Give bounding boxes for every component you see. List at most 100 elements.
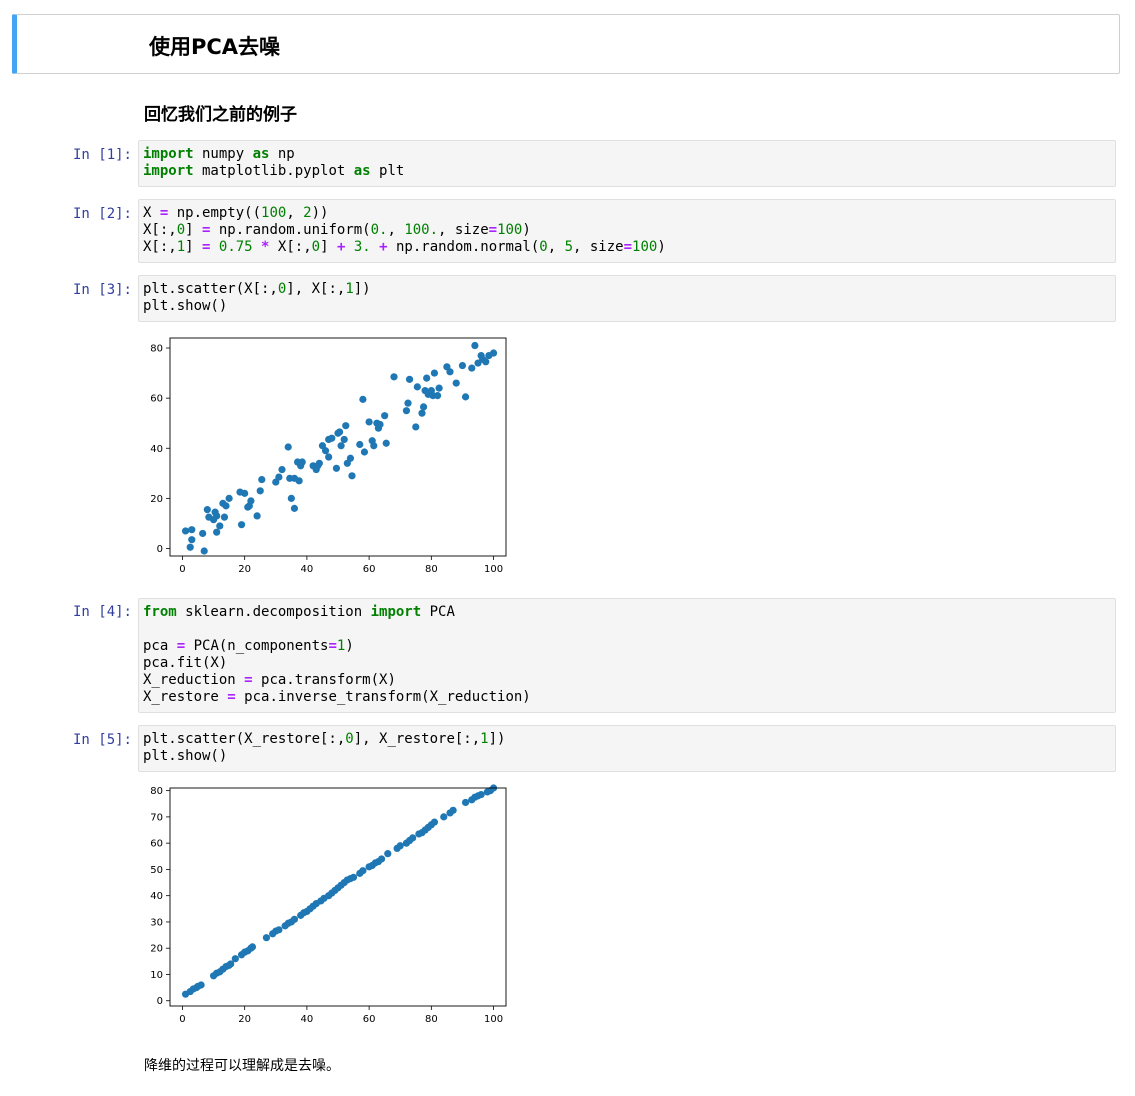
code-line: X_restore = pca.inverse_transform(X_redu…: [143, 689, 531, 705]
scatter-point: [461, 798, 470, 807]
scatter-point: [335, 428, 344, 436]
scatter-point: [245, 502, 253, 510]
scatter-point: [433, 392, 442, 400]
scatter-point: [458, 361, 467, 370]
x-tick-label: 100: [484, 564, 503, 575]
scatter-point: [419, 403, 428, 411]
scatter-point: [213, 528, 221, 536]
cell-3-prompt: In [3]:: [72, 282, 132, 298]
x-tick-label: 40: [301, 1014, 314, 1025]
scatter-point: [325, 453, 333, 461]
scatter-point: [275, 473, 283, 481]
scatter-point: [423, 374, 431, 382]
scatter-point: [284, 443, 292, 451]
scatter-point: [342, 422, 350, 430]
x-tick-label: 40: [301, 564, 314, 575]
code-cell-4[interactable]: from sklearn.decomposition import PCA pc…: [138, 598, 1116, 713]
code-line-blank: [143, 621, 1111, 638]
y-tick-label: 70: [150, 812, 163, 823]
y-tick-label: 60: [150, 394, 163, 405]
code-cell-3[interactable]: plt.scatter(X[:,0], X[:,1]) plt.show(): [138, 275, 1116, 322]
scatter-point: [197, 981, 205, 989]
cell-4-prompt: In [4]:: [72, 604, 132, 620]
y-tick-label: 20: [150, 494, 163, 505]
scatter-point: [188, 526, 196, 534]
x-tick-label: 60: [363, 564, 376, 575]
scatter-point: [382, 439, 390, 447]
code-line: X[:,1] = 0.75 * X[:,0] + 3. + np.random.…: [143, 239, 666, 255]
scatter-chart-restored: 0 20 40 60 80 100 0 10 20 30 40 50 60 70 80: [150, 784, 507, 1025]
scatter-point: [435, 384, 443, 392]
scatter-point: [359, 395, 367, 403]
x-tick-label: 0: [179, 1014, 185, 1025]
scatter-point: [321, 447, 330, 455]
scatter-point: [409, 834, 417, 842]
axes-frame: [169, 337, 507, 557]
scatter-point: [315, 459, 323, 467]
scatter-point: [181, 527, 190, 535]
code-cell-2[interactable]: X = np.empty((100, 2)) X[:,0] = np.rando…: [138, 199, 1116, 263]
code-line: pca = PCA(n_components=1): [143, 638, 354, 654]
scatter-point: [384, 850, 392, 858]
scatter-point: [402, 407, 411, 415]
scatter-point: [237, 521, 246, 529]
y-tick-label: 80: [150, 786, 163, 797]
scatter-point: [468, 364, 476, 372]
scatter-point: [290, 915, 299, 923]
x-tick-label: 80: [425, 1014, 438, 1025]
y-tick-label: 40: [150, 444, 163, 455]
scatter-point: [477, 790, 485, 799]
scatter-point: [360, 448, 369, 456]
x-tick-label: 20: [238, 564, 251, 575]
code-cell-5[interactable]: plt.scatter(X_restore[:,0], X_restore[:,…: [138, 725, 1116, 772]
scatter-point: [340, 435, 348, 444]
scatter-point: [359, 867, 367, 875]
scatter-point: [446, 368, 454, 376]
title-cell[interactable]: 使用PCA去噪: [12, 14, 1120, 74]
y-tick-label: 20: [150, 944, 163, 955]
scatter-point: [390, 373, 398, 381]
scatter-point: [452, 379, 460, 387]
axes-frame: [169, 787, 507, 1007]
scatter-point: [290, 504, 299, 512]
x-tick-label: 100: [484, 1014, 503, 1025]
code-line: import matplotlib.pyplot as plt: [143, 163, 405, 179]
y-tick-label: 50: [150, 865, 163, 876]
scatter-point: [412, 423, 420, 431]
scatter-point: [396, 842, 404, 850]
y-tick-label: 0: [157, 544, 163, 555]
scatter-point: [253, 512, 261, 520]
y-tick-label: 40: [150, 891, 163, 902]
scatter-point: [332, 464, 341, 472]
scatter-point: [220, 513, 229, 521]
scatter-point: [377, 855, 386, 863]
code-line: from sklearn.decomposition import PCA: [143, 604, 455, 620]
scatter-point: [489, 349, 498, 357]
scatter-point: [413, 383, 421, 391]
scatter-point: [471, 341, 479, 350]
cell-1-prompt: In [1]:: [72, 147, 132, 163]
scatter-point: [418, 409, 426, 417]
scatter-point: [186, 543, 194, 551]
scatter-point: [430, 818, 439, 826]
scatter-point: [449, 806, 457, 814]
scatter-point: [222, 502, 230, 510]
scatter-point: [430, 369, 439, 377]
scatter-point: [248, 943, 257, 951]
scatter-point: [376, 420, 384, 429]
scatter-point: [200, 547, 208, 555]
y-tick-label: 10: [150, 970, 163, 981]
cell-5-prompt: In [5]:: [72, 732, 132, 748]
scatter-point: [482, 358, 490, 366]
scatter-point: [258, 475, 266, 484]
conclusion-text: 降维的过程可以理解成是去噪。: [144, 1058, 340, 1074]
scatter-point: [349, 873, 358, 881]
code-line: X = np.empty((100, 2)): [143, 205, 329, 221]
scatter-point: [227, 960, 235, 968]
scatter-point: [348, 472, 356, 480]
scatter-point: [404, 399, 412, 407]
code-line: plt.scatter(X_restore[:,0], X_restore[:,…: [143, 731, 506, 747]
code-cell-1[interactable]: import numpy as np import matplotlib.pyp…: [138, 140, 1116, 187]
scatter-point: [298, 458, 306, 466]
scatter-point: [440, 813, 448, 821]
